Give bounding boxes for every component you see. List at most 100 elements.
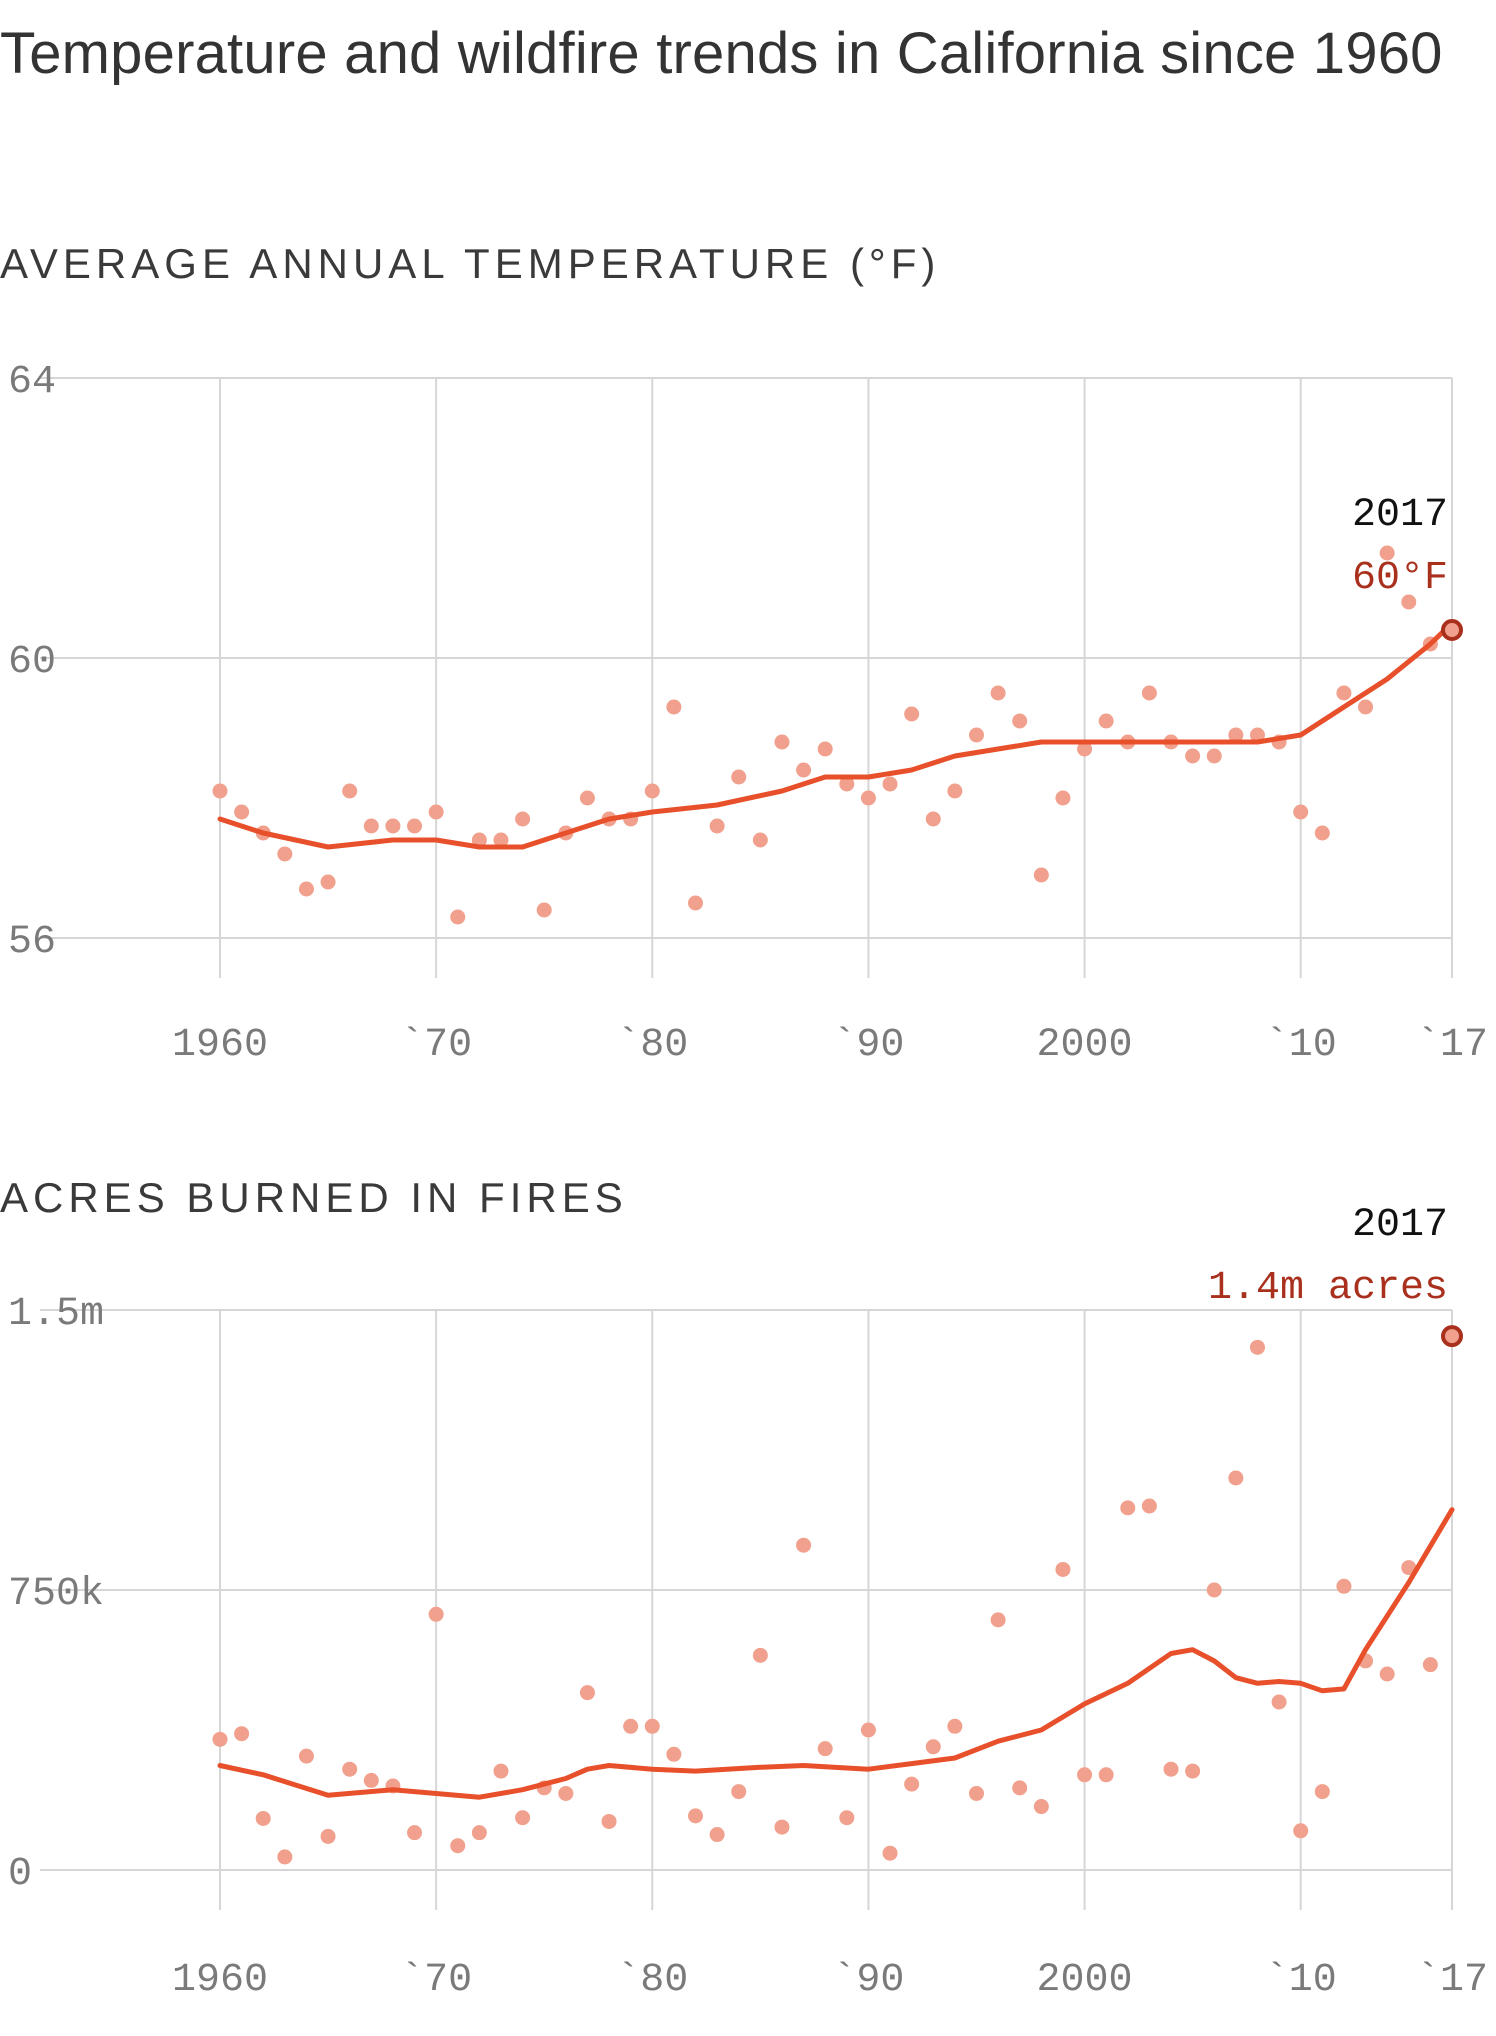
data-point [1098,1767,1114,1783]
data-point [363,1772,379,1788]
data-point [450,1838,466,1854]
data-point [1249,727,1265,743]
trend-line [217,620,1455,850]
data-point [968,1785,984,1801]
data-point [579,790,595,806]
data-point [1012,713,1028,729]
acres-chart: 0 750k 1.5m 1960 `70 `80 `90 2000 `10 `17 2017 1.4m… [8,1203,1488,2003]
data-point [493,1763,509,1779]
data-point [774,734,790,750]
data-point [1055,1561,1071,1577]
y-tick-label: 64 [8,360,56,405]
data-point [1185,1763,1201,1779]
data-point [1401,594,1417,610]
data-point [796,1537,812,1553]
x-tick-label: `80 [616,1023,688,1068]
y-tick-label: 1.5m [8,1292,104,1337]
data-point [1206,748,1222,764]
data-point [212,1731,228,1747]
x-tick-label: `70 [400,1023,472,1068]
data-point [925,811,941,827]
data-point [515,1810,531,1826]
data-point [1358,699,1374,715]
x-tick-label: 1960 [172,1023,268,1068]
x-tick-label: `80 [616,1958,688,2003]
data-point [904,706,920,722]
data-point [623,1718,639,1734]
data-point [709,818,725,834]
x-tick-label: `17 [1416,1023,1488,1068]
data-point [925,1739,941,1755]
data-point [774,1819,790,1835]
data-point [601,1813,617,1829]
annotation-value: 60°F [1352,556,1448,601]
trend-line [217,1507,1455,1800]
data-point [320,1828,336,1844]
data-point [752,1647,768,1663]
data-point [298,881,314,897]
data-point [882,776,898,792]
data-point [860,790,876,806]
data-point [558,1785,574,1801]
data-point [1293,804,1309,820]
data-point [471,1825,487,1841]
data-point [471,832,487,848]
data-point [1314,1784,1330,1800]
data-point [255,1810,271,1826]
data-point [688,895,704,911]
data-point [1033,867,1049,883]
data-point [882,1845,898,1861]
data-point [839,776,855,792]
annotation-value: 1.4m acres [1208,1266,1448,1311]
data-point [515,811,531,827]
data-point [644,783,660,799]
data-point [688,1808,704,1824]
data-point [1379,1666,1395,1682]
data-point [817,741,833,757]
data-point [342,1761,358,1777]
data-point [407,1825,423,1841]
data-point [644,1718,660,1734]
highlight-point [1441,1325,1463,1348]
data-point [817,1741,833,1757]
data-point [1098,713,1114,729]
annotation-year: 2017 [1352,1203,1448,1248]
data-point [1206,1582,1222,1598]
data-point [1163,1761,1179,1777]
data-point [277,1849,293,1865]
data-point [342,783,358,799]
acres-subtitle: ACRES BURNED IN FIRES [0,1174,628,1221]
data-point [1141,685,1157,701]
x-tick-label: `90 [832,1958,904,2003]
y-tick-label: 60 [8,640,56,685]
data-point [493,832,509,848]
data-point [1249,1339,1265,1355]
data-point [1033,1799,1049,1815]
data-point [709,1827,725,1843]
x-tick-label: `10 [1265,1958,1337,2003]
data-point [1422,1657,1438,1673]
data-point [947,783,963,799]
data-point [1379,545,1395,561]
data-point [1077,1767,1093,1783]
y-tick-label: 750k [8,1572,104,1617]
data-point [968,727,984,743]
data-point [234,1726,250,1742]
data-point [860,1722,876,1738]
data-point [277,846,293,862]
x-tick-label: 2000 [1037,1023,1133,1068]
data-point [407,818,423,834]
x-tick-label: `90 [832,1023,904,1068]
x-tick-label: 1960 [172,1958,268,2003]
data-point [947,1718,963,1734]
data-point [990,1612,1006,1628]
temperature-chart: 56 60 64 1960 `70 `80 `90 2000 `10 `17 2017 60°F [8,360,1488,1068]
data-point [1055,790,1071,806]
temperature-subtitle: AVERAGE ANNUAL TEMPERATURE (°F) [0,240,941,287]
data-point [731,1784,747,1800]
data-point [450,909,466,925]
data-point [1120,1500,1136,1516]
data-point [1012,1780,1028,1796]
data-point [666,1746,682,1762]
